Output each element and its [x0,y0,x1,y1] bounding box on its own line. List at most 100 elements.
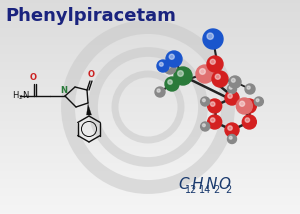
Bar [0,141,300,142]
Circle shape [208,115,222,129]
Bar [0,44,300,45]
Bar [0,167,300,168]
Bar [0,148,300,149]
Bar [0,26,300,27]
Bar [0,127,300,128]
Bar [0,164,300,165]
Bar [0,171,300,172]
Circle shape [164,62,176,74]
Bar [0,207,300,208]
Bar [0,134,300,135]
Bar [0,78,300,79]
Bar [0,36,300,37]
Bar [0,189,300,190]
Bar [0,173,300,174]
Bar [0,107,300,108]
Bar [0,65,300,66]
Bar [0,205,300,206]
Bar [0,125,300,126]
Bar [0,146,300,147]
Bar [0,114,300,115]
Bar [0,15,300,16]
Bar [0,11,300,12]
Bar [0,177,300,178]
Bar [0,202,300,203]
Circle shape [157,60,169,72]
Bar [0,84,300,85]
Circle shape [159,62,163,66]
Text: H$_2$N: H$_2$N [12,90,30,102]
Bar [0,21,300,22]
Bar [0,99,300,100]
Bar [0,158,300,159]
Bar [0,12,300,13]
Bar [0,160,300,161]
Text: 12: 12 [185,185,197,195]
Bar [0,132,300,133]
Bar [0,175,300,176]
Circle shape [174,67,192,85]
Bar [0,51,300,52]
Bar [0,9,300,10]
Bar [0,185,300,186]
Text: O: O [218,177,230,192]
Circle shape [254,97,263,106]
Circle shape [236,98,252,114]
Bar [0,112,300,113]
Bar [0,118,300,119]
Bar [0,124,300,125]
Bar [0,0,300,1]
Bar [0,184,300,185]
Bar [0,111,300,112]
Circle shape [168,80,172,84]
Circle shape [202,124,205,127]
Bar [0,168,300,169]
Bar [0,50,300,51]
Bar [0,88,300,89]
Bar [0,29,300,30]
Bar [0,64,300,65]
Bar [0,73,300,74]
Bar [0,197,300,198]
Bar [0,13,300,14]
Circle shape [167,64,170,68]
Circle shape [245,118,250,122]
Bar [0,39,300,40]
Bar [0,161,300,162]
Bar [0,179,300,180]
Bar [0,130,300,131]
Circle shape [229,86,232,89]
Bar [0,183,300,184]
Bar [0,176,300,177]
Bar [0,191,300,192]
Circle shape [157,89,160,92]
Circle shape [202,99,205,102]
Circle shape [215,74,220,79]
Bar [0,178,300,179]
Bar [0,6,300,7]
Bar [0,149,300,150]
Bar [0,172,300,173]
Bar [0,115,300,116]
Bar [0,199,300,200]
Circle shape [228,94,232,98]
Bar [0,117,300,118]
Bar [0,147,300,148]
Bar [0,16,300,17]
Bar [0,8,300,9]
Bar [0,49,300,50]
Bar [0,142,300,143]
Bar [0,67,300,68]
Bar [0,23,300,24]
Bar [0,22,300,23]
Bar [0,209,300,210]
Bar [0,159,300,160]
Bar [0,46,300,47]
Bar [0,128,300,129]
Text: O: O [88,70,94,79]
Bar [0,32,300,33]
Bar [0,145,300,146]
Text: N: N [61,86,68,95]
Bar [0,105,300,106]
Bar [0,126,300,127]
